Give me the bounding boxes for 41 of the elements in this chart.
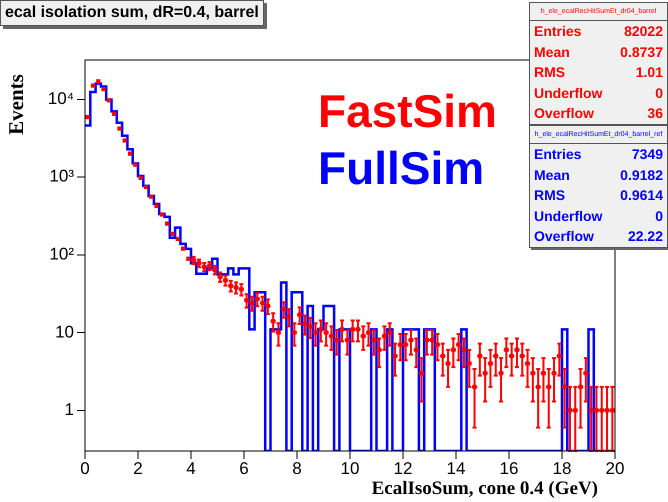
annotation: Mean xyxy=(534,166,570,184)
text: FastSim xyxy=(318,85,497,137)
x-tick-label: 4 xyxy=(186,458,196,478)
text: Entries xyxy=(534,22,582,41)
x-tick-label: 12 xyxy=(394,458,412,478)
y-tick-label: 10⁴ xyxy=(48,88,74,108)
x-tick-label: 20 xyxy=(606,458,624,478)
annotation: Overflow xyxy=(534,104,594,123)
text: 36 xyxy=(647,104,663,123)
x-tick-label: 14 xyxy=(446,458,466,478)
y-tick-label: 10³ xyxy=(49,166,74,186)
y-tick-label: 10² xyxy=(49,244,74,264)
x-tick-label: 2 xyxy=(133,458,143,478)
text: 7349 xyxy=(632,145,663,164)
text: 22.22 xyxy=(628,227,663,246)
text: 82022 xyxy=(624,22,663,41)
y-tick-label: 10 xyxy=(55,322,74,342)
x-axis-title: EcalIsoSum, cone 0.4 (GeV) xyxy=(372,478,598,500)
x-tick-label: 0 xyxy=(80,458,90,478)
text: 0.9182 xyxy=(620,166,663,184)
x-tick-label: 6 xyxy=(239,458,249,478)
annotation: Overflow xyxy=(534,227,594,246)
x-tick-label: 8 xyxy=(292,458,302,478)
annotation: RMS xyxy=(534,63,566,82)
annotation: RMS xyxy=(534,186,566,205)
x-tick-label: 10 xyxy=(340,458,360,478)
x-tick-label: 18 xyxy=(552,458,572,478)
text: 0.8737 xyxy=(620,42,663,62)
annotation: Underflow xyxy=(534,206,602,226)
annotation: Entries xyxy=(534,145,582,164)
text: 1.01 xyxy=(636,63,663,82)
text: 0.9614 xyxy=(620,186,663,205)
text: FullSim xyxy=(318,142,484,194)
text: Mean xyxy=(534,42,570,62)
annotation: Underflow xyxy=(534,84,602,102)
text: 0 xyxy=(655,84,663,102)
y-tick-label: 1 xyxy=(64,400,74,420)
text: 0 xyxy=(655,206,663,226)
y-axis-title: Events xyxy=(4,74,29,135)
chart-title: ecal isolation sum, dR=0.4, barrel xyxy=(0,0,264,26)
x-tick-label: 16 xyxy=(500,458,518,478)
